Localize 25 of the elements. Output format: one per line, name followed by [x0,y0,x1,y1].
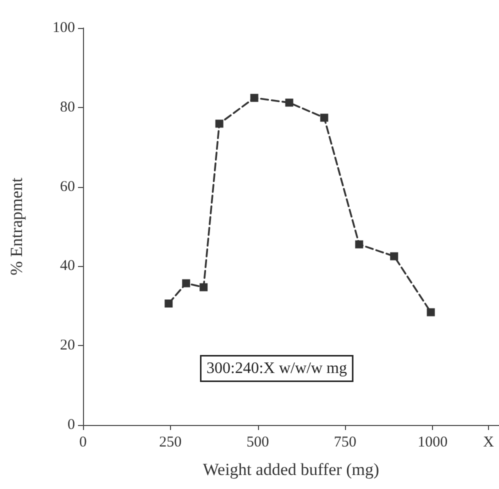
point [355,240,364,248]
point [426,308,435,316]
x-tick-label: X [483,434,494,450]
y-tick-label: 20 [60,338,75,354]
point [200,283,208,292]
point [164,300,173,308]
x-tick-label: 0 [79,434,87,450]
y-tick-label: 80 [60,99,75,116]
y-tick-label: 60 [60,178,75,195]
y-tick-label: 100 [52,20,75,36]
point [215,120,224,128]
y-axis-title: % Entrapment [7,177,26,276]
point [285,98,294,107]
point [320,114,328,122]
point [390,252,398,260]
point [250,94,258,102]
annotation: 300:240:X w/w/w mg [206,360,347,377]
x-tick-label: 1000 [418,434,448,450]
x-tick-label: 250 [159,434,182,450]
point [182,279,190,288]
y-tick-label: 40 [60,258,75,274]
x-tick-label: 750 [334,434,356,450]
y-tick-label: 0 [68,417,75,433]
x-axis-title: Weight added buffer (mg) [202,460,380,479]
x-tick-label: 500 [246,434,270,450]
